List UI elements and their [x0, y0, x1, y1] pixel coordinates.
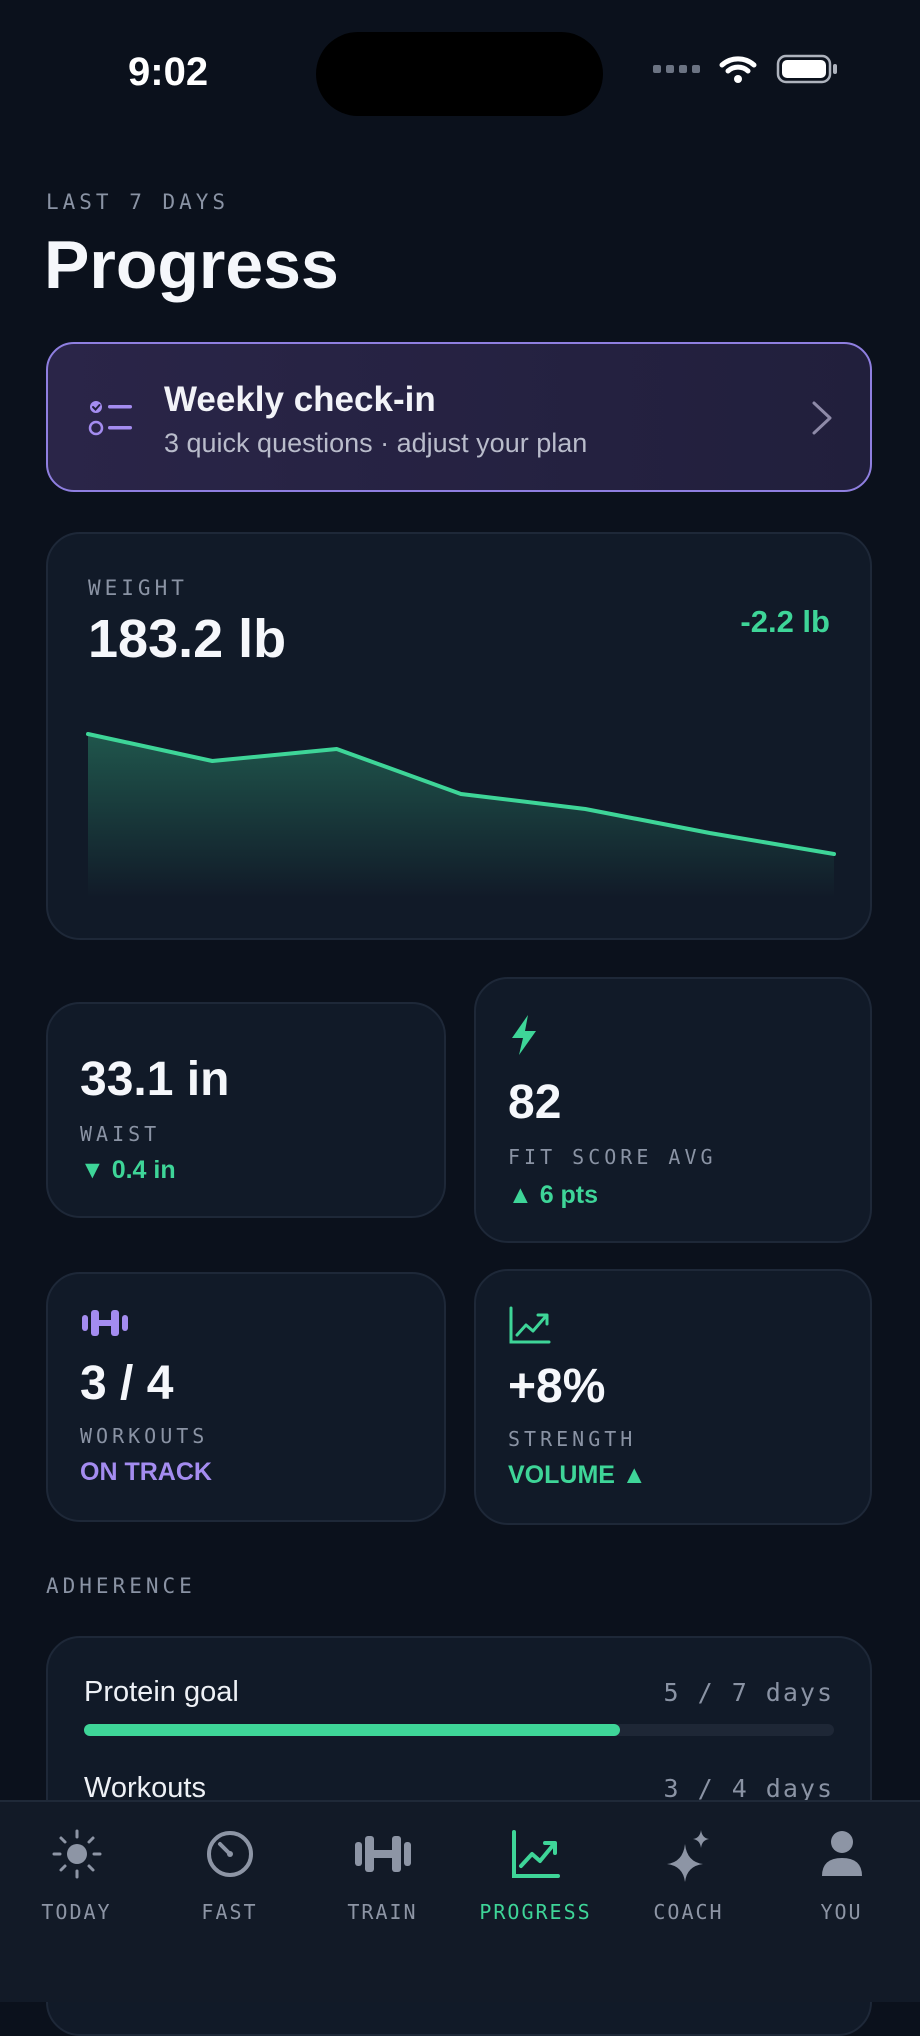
- weight-area-fill: [88, 734, 834, 898]
- page-title: Progress: [44, 227, 339, 303]
- strength-status: VOLUME ▲: [508, 1461, 647, 1489]
- waist-label: WAIST: [80, 1122, 161, 1146]
- weight-delta: -2.2 lb: [740, 604, 830, 639]
- strength-value: +8%: [508, 1360, 606, 1413]
- person-icon: [821, 1831, 862, 1876]
- tab-fast[interactable]: FAST: [153, 1802, 306, 1952]
- waist-card[interactable]: 33.1 in WAIST ▼ 0.4 in: [46, 1002, 446, 1218]
- sun-icon: [52, 1829, 101, 1879]
- chevron-right-icon: [812, 401, 832, 435]
- tab-label: TODAY: [41, 1900, 112, 1924]
- strength-label: STRENGTH: [508, 1427, 637, 1451]
- weight-label: WEIGHT: [88, 576, 188, 600]
- checkin-title: Weekly check-in: [164, 380, 436, 419]
- tab-bar: TODAY FAST TRAIN PROGRESS COA: [0, 1800, 920, 2002]
- chart-up-icon: [511, 1830, 560, 1878]
- tab-train[interactable]: TRAIN: [306, 1802, 459, 1952]
- checklist-icon: [88, 401, 132, 436]
- dumbbell-icon: [354, 1836, 411, 1872]
- status-icons: [653, 54, 838, 84]
- adherence-row-value: 3 / 4 days: [663, 1774, 834, 1803]
- adherence-row-label: Workouts: [84, 1772, 206, 1804]
- waist-value: 33.1 in: [80, 1053, 230, 1106]
- tab-label: PROGRESS: [479, 1900, 592, 1924]
- wifi-icon: [719, 56, 757, 83]
- weight-trend-chart: [86, 732, 836, 898]
- tab-you[interactable]: YOU: [765, 1802, 918, 1952]
- fit-score-label: FIT SCORE AVG: [508, 1145, 717, 1169]
- tab-progress[interactable]: PROGRESS: [459, 1802, 612, 1952]
- adherence-section-label: ADHERENCE: [46, 1574, 196, 1598]
- bolt-icon: [512, 1015, 536, 1055]
- weight-value: 183.2 lb: [88, 609, 287, 669]
- adherence-row-value: 5 / 7 days: [663, 1678, 834, 1707]
- strength-card[interactable]: +8% STRENGTH VOLUME ▲: [474, 1269, 872, 1525]
- fit-score-value: 82: [508, 1076, 562, 1129]
- tab-coach[interactable]: COACH: [612, 1802, 765, 1952]
- timer-icon: [206, 1831, 253, 1877]
- tab-today[interactable]: TODAY: [0, 1802, 153, 1952]
- trend-up-icon: [509, 1306, 551, 1344]
- fit-score-change: ▲ 6 pts: [508, 1181, 599, 1209]
- tab-label: COACH: [653, 1900, 724, 1924]
- weekly-checkin-card[interactable]: Weekly check-in 3 quick questions · adju…: [46, 342, 872, 492]
- adherence-row-label: Protein goal: [84, 1676, 239, 1708]
- dynamic-island: [316, 32, 603, 116]
- checkin-subtitle: 3 quick questions · adjust your plan: [164, 428, 588, 458]
- workouts-value: 3 / 4: [80, 1357, 174, 1410]
- sparkles-icon: [666, 1830, 709, 1882]
- protein-progress-fill: [84, 1724, 620, 1736]
- battery-icon: [776, 54, 837, 84]
- tab-label: FAST: [201, 1900, 258, 1924]
- cellular-signal-icon: [653, 65, 700, 73]
- fit-score-card[interactable]: 82 FIT SCORE AVG ▲ 6 pts: [474, 977, 872, 1243]
- tab-label: YOU: [820, 1900, 863, 1924]
- tab-label: TRAIN: [347, 1900, 418, 1924]
- period-eyebrow: LAST 7 DAYS: [46, 190, 230, 214]
- workouts-card[interactable]: 3 / 4 WORKOUTS ON TRACK: [46, 1272, 446, 1522]
- workouts-status: ON TRACK: [80, 1458, 212, 1486]
- weight-card[interactable]: WEIGHT 183.2 lb -2.2 lb: [46, 532, 872, 940]
- weight-trend-line: [86, 732, 836, 856]
- protein-progress-track: [84, 1724, 834, 1736]
- workouts-label: WORKOUTS: [80, 1424, 209, 1448]
- waist-change: ▼ 0.4 in: [80, 1156, 176, 1184]
- status-time: 9:02: [128, 50, 209, 94]
- dumbbell-icon: [82, 1310, 128, 1336]
